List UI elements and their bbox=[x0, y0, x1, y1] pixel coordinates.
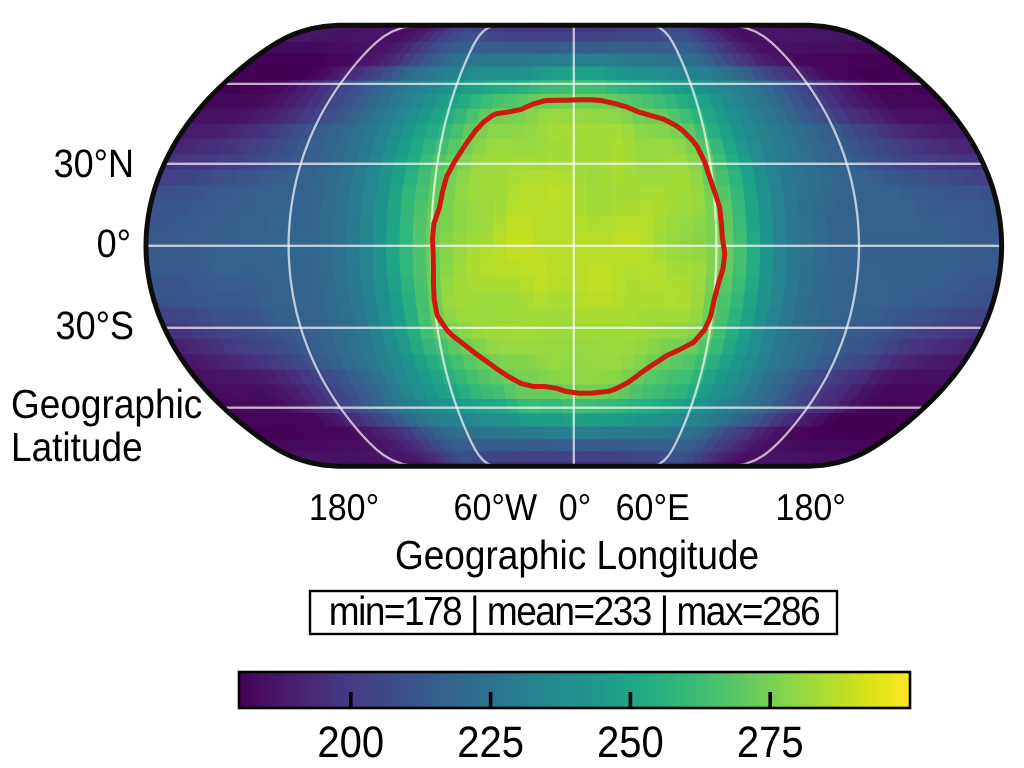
svg-text:0°: 0° bbox=[97, 221, 131, 266]
svg-text:30°N: 30°N bbox=[54, 141, 134, 186]
svg-text:180°: 180° bbox=[776, 487, 846, 529]
svg-text:Latitude: Latitude bbox=[11, 425, 143, 470]
svg-text:0°: 0° bbox=[559, 487, 592, 529]
svg-text:Geographic: Geographic bbox=[11, 382, 202, 427]
svg-text:225: 225 bbox=[457, 719, 524, 767]
svg-text:180°: 180° bbox=[309, 487, 379, 529]
svg-text:200: 200 bbox=[317, 719, 384, 767]
svg-text:min=178 | mean=233 | max=286: min=178 | mean=233 | max=286 bbox=[329, 589, 819, 634]
svg-text:Geographic Longitude: Geographic Longitude bbox=[395, 533, 759, 578]
svg-text:275: 275 bbox=[737, 719, 804, 767]
svg-text:250: 250 bbox=[597, 719, 664, 767]
svg-text:60°W: 60°W bbox=[454, 487, 538, 529]
svg-text:60°E: 60°E bbox=[616, 487, 690, 529]
svg-text:30°S: 30°S bbox=[56, 303, 134, 348]
